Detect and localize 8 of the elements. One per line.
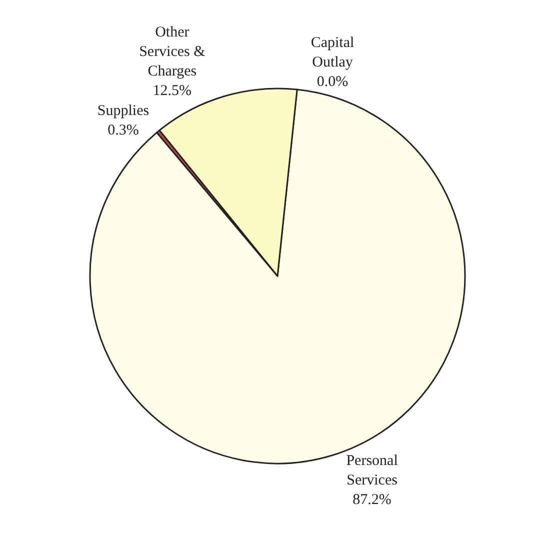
data-label: 0.3%: [108, 122, 139, 139]
data-label: 87.2%: [352, 492, 392, 508]
slice-label: Personal Services: [346, 452, 398, 488]
slice-label: Other Services & Charges: [139, 24, 206, 80]
slice-label: Supplies: [97, 103, 150, 120]
category-label: Capital Outlay: [310, 34, 354, 70]
data-label: 12.5%: [152, 83, 192, 100]
text: 0.0%: [316, 74, 348, 90]
